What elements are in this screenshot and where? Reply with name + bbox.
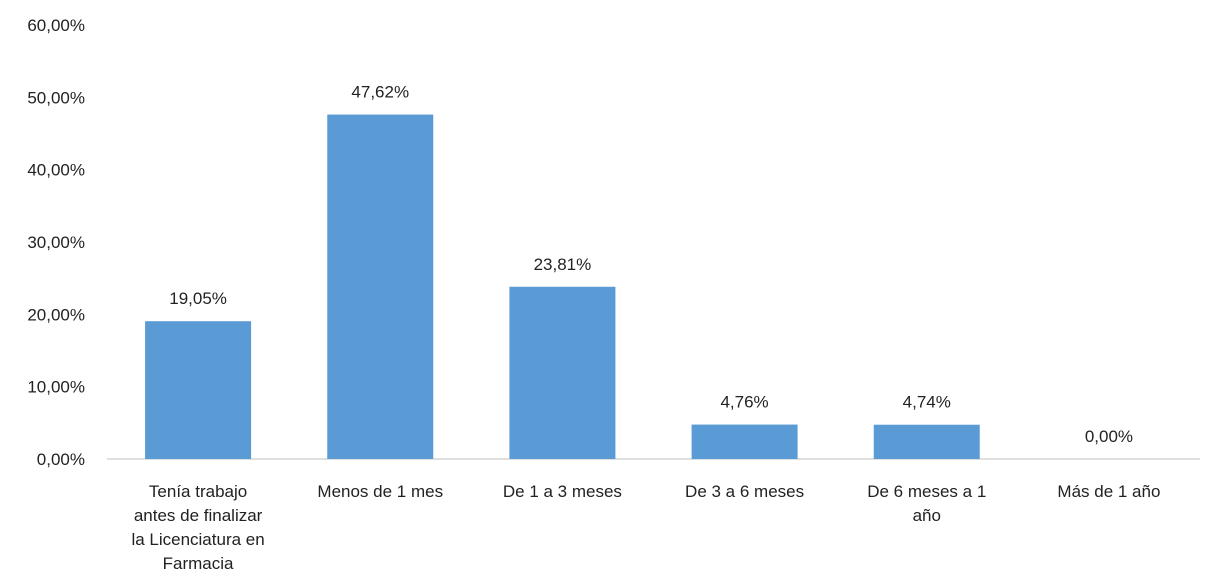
data-label: 4,74% [903, 393, 951, 412]
y-tick-label: 40,00% [27, 161, 85, 180]
y-tick-label: 50,00% [27, 88, 85, 107]
bar[interactable] [509, 286, 616, 459]
bar[interactable] [327, 114, 434, 459]
x-tick-label: Más de 1 año [1057, 482, 1160, 501]
bar[interactable] [873, 424, 980, 459]
data-label: 23,81% [534, 255, 592, 274]
bar[interactable] [691, 424, 798, 459]
x-tick-label-line: año [913, 506, 941, 525]
x-tick-label: De 1 a 3 meses [503, 482, 622, 501]
data-label: 47,62% [351, 83, 409, 102]
y-tick-label: 0,00% [37, 450, 85, 469]
y-tick-label: 30,00% [27, 233, 85, 252]
y-tick-label: 20,00% [27, 305, 85, 324]
x-tick-label: Menos de 1 mes [317, 482, 443, 501]
x-tick-label-line: De 1 a 3 meses [503, 482, 622, 501]
data-label: 4,76% [720, 393, 768, 412]
x-tick-label-line: antes de finalizar [134, 506, 263, 525]
x-tick-label: Tenía trabajo antes de finalizar la Licenc… [131, 482, 264, 573]
x-tick-label-line: De 3 a 6 meses [685, 482, 804, 501]
data-label: 0,00% [1085, 427, 1133, 446]
x-tick-label-line: Tenía trabajo [149, 482, 247, 501]
data-label: 19,05% [169, 289, 227, 308]
x-tick-label-line: De 6 meses a 1 [867, 482, 986, 501]
x-tick-label: De 3 a 6 meses [685, 482, 804, 501]
x-tick-label-line: Menos de 1 mes [317, 482, 443, 501]
x-tick-label-line: la Licenciatura en [131, 530, 264, 549]
x-tick-label-line: Más de 1 año [1057, 482, 1160, 501]
x-tick-label: De 6 meses a 1 año [867, 482, 986, 525]
y-tick-label: 10,00% [27, 378, 85, 397]
bar[interactable] [145, 321, 252, 459]
y-tick-label: 60,00% [27, 16, 85, 35]
x-tick-label-line: Farmacia [163, 554, 234, 573]
